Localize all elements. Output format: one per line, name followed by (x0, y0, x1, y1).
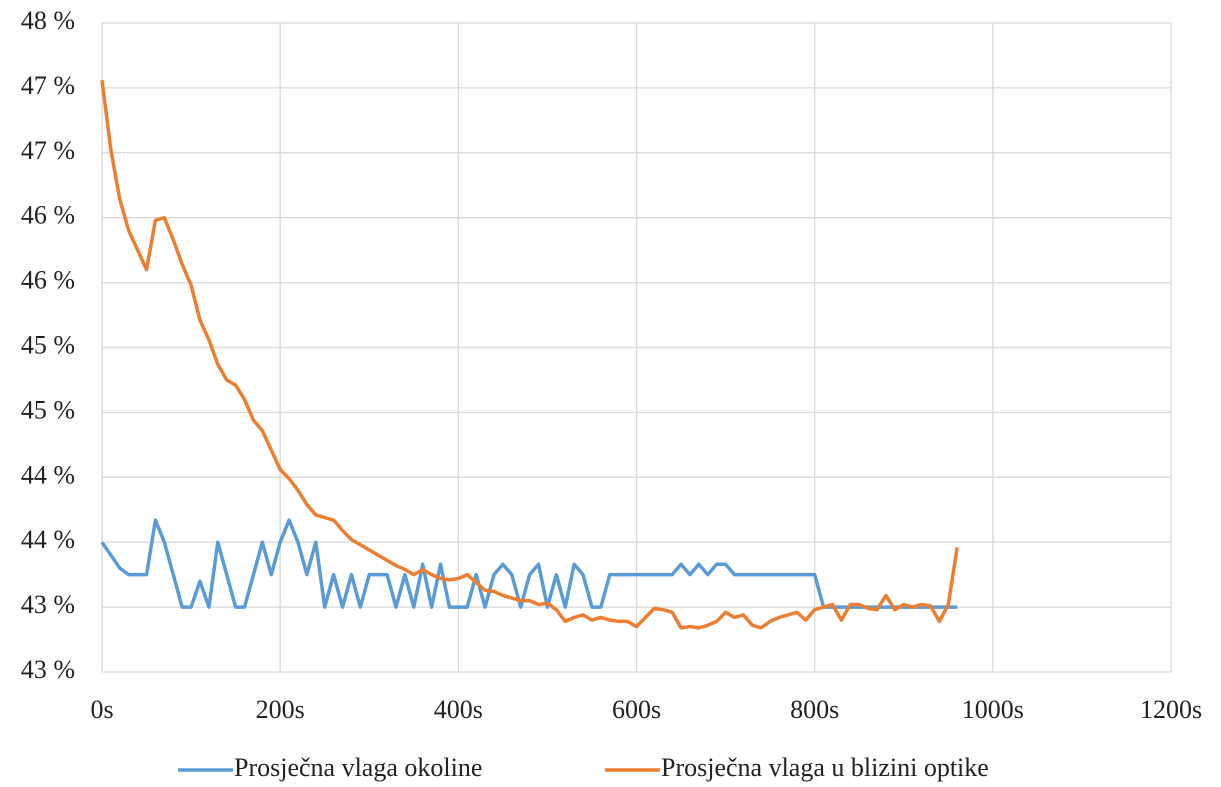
y-tick-label: 47 % (21, 136, 75, 165)
x-tick-label: 400s (434, 695, 483, 724)
y-tick-label: 46 % (21, 201, 75, 230)
x-tick-label: 1000s (962, 695, 1024, 724)
data-line (100, 79, 959, 630)
x-tick-label: 800s (790, 695, 839, 724)
y-tick-label: 47 % (21, 71, 75, 100)
y-tick-label: 44 % (21, 525, 75, 554)
x-tick-label: 0s (90, 695, 113, 724)
y-tick-label: 45 % (21, 395, 75, 424)
x-tick-label: 200s (256, 695, 305, 724)
y-tick-label: 44 % (21, 460, 75, 489)
y-tick-label: 45 % (21, 330, 75, 359)
y-tick-label: 43 % (21, 590, 75, 619)
y-tick-label: 43 % (21, 655, 75, 684)
x-tick-label: 1200s (1140, 695, 1202, 724)
y-tick-label: 48 % (21, 6, 75, 35)
x-tick-label: 600s (612, 695, 661, 724)
data-line (100, 518, 958, 609)
legend-label: Prosječna vlaga u blizini optike (661, 753, 989, 782)
legend-label: Prosječna vlaga okoline (234, 753, 482, 782)
y-tick-label: 46 % (21, 266, 75, 295)
